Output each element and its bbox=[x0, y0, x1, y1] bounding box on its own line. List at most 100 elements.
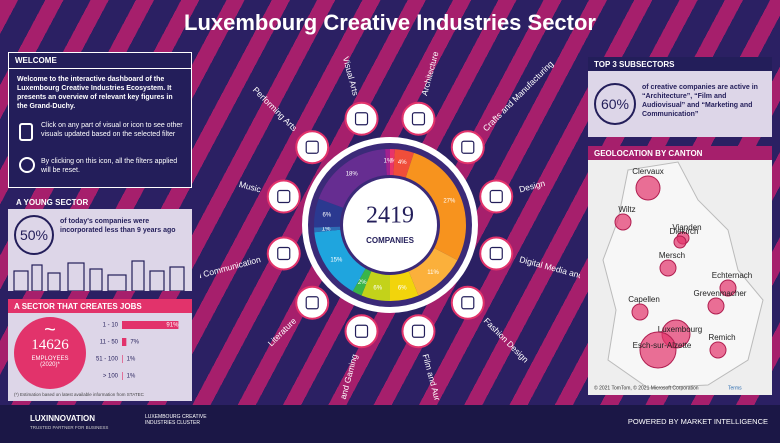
segment-label: 1% bbox=[384, 159, 393, 165]
donut-segment[interactable] bbox=[408, 248, 458, 296]
employees-value: 14626 bbox=[31, 337, 69, 353]
donut-segment[interactable] bbox=[390, 149, 395, 176]
top3-text: of creative companies are active in “Arc… bbox=[642, 84, 758, 118]
panel-heading: GEOLOCATION BY CANTON bbox=[588, 146, 772, 161]
panel-heading: A SECTOR THAT CREATES JOBS bbox=[8, 299, 192, 314]
donut-segment[interactable] bbox=[318, 149, 387, 208]
subsector-label[interactable]: Crafts and Manufacturing bbox=[481, 59, 556, 134]
employees-label: EMPLOYEES (2020)* bbox=[31, 356, 69, 368]
canton-bubble[interactable] bbox=[639, 331, 677, 369]
bar-value-label: 7% bbox=[130, 340, 139, 346]
segment-label: 2% bbox=[358, 280, 367, 286]
center-label: COMPANIES bbox=[366, 236, 415, 245]
donut-segment[interactable] bbox=[314, 226, 341, 233]
subsector-icon[interactable] bbox=[266, 179, 301, 214]
canton-bubble[interactable] bbox=[673, 235, 687, 249]
canton-label: Esch-sur-Alzette bbox=[633, 341, 692, 350]
subsector-label[interactable]: Interactive Media and Gaming bbox=[320, 353, 359, 400]
bar[interactable] bbox=[122, 372, 123, 380]
subsector-label[interactable]: Music bbox=[238, 179, 263, 195]
bar[interactable] bbox=[122, 321, 179, 329]
footnote: (*) Estimation based on latest available… bbox=[14, 392, 144, 397]
footer: LUXINNOVATION TRUSTED PARTNER FOR BUSINE… bbox=[0, 405, 780, 443]
bar-category: 1 - 10 bbox=[103, 323, 119, 329]
footer-brand: LUXINNOVATION bbox=[30, 414, 96, 423]
segment-label: 1% bbox=[322, 227, 331, 233]
reset-icon[interactable] bbox=[19, 157, 35, 173]
canton-label: Remich bbox=[708, 333, 735, 342]
segment-label: 27% bbox=[443, 199, 456, 205]
icon-glyph bbox=[411, 324, 426, 338]
footer-tagline: TRUSTED PARTNER FOR BUSINESS bbox=[30, 425, 109, 430]
subsector-label[interactable]: Digital Media and Publishing bbox=[518, 254, 580, 291]
donut-segment[interactable] bbox=[352, 268, 372, 296]
segment-label: 4% bbox=[398, 160, 407, 166]
segment-label: 18% bbox=[346, 171, 359, 177]
donut-segment[interactable] bbox=[405, 152, 466, 261]
subsector-label[interactable]: Film and Audiovisual bbox=[421, 353, 451, 400]
icon-glyph bbox=[411, 112, 426, 126]
icon-glyph bbox=[305, 140, 319, 154]
canton-bubble[interactable] bbox=[635, 175, 661, 201]
icon-glyph bbox=[461, 140, 475, 154]
subsector-icon[interactable] bbox=[479, 236, 514, 271]
icon-glyph bbox=[277, 246, 291, 261]
subsector-icon[interactable] bbox=[401, 314, 436, 349]
center-value: 2419 bbox=[366, 203, 414, 229]
panel-heading: WELCOME bbox=[9, 53, 191, 69]
map-terms[interactable]: Terms bbox=[728, 385, 742, 391]
segment-label: 6% bbox=[373, 285, 382, 291]
donut-segment[interactable] bbox=[385, 149, 390, 176]
subsector-label[interactable]: Marketing and Communication bbox=[200, 254, 262, 294]
subsector-icon[interactable] bbox=[295, 130, 330, 165]
subsector-icon[interactable] bbox=[450, 130, 485, 165]
canton-bubble[interactable] bbox=[709, 341, 727, 359]
click-hint: Click on any part of visual or icon to s… bbox=[41, 122, 183, 138]
canton-label: Capellen bbox=[628, 295, 660, 304]
canton-label: Diekirch bbox=[670, 227, 699, 236]
jobs-panel: ~ 14626 EMPLOYEES (2020)* 1 - 10 91% 11 - … bbox=[8, 313, 192, 401]
bar[interactable] bbox=[122, 355, 123, 363]
subsector-icon[interactable] bbox=[450, 285, 485, 320]
subsector-icon[interactable] bbox=[266, 236, 301, 271]
icon-glyph bbox=[277, 189, 291, 204]
canton-bubble[interactable] bbox=[614, 213, 632, 231]
bar[interactable] bbox=[122, 338, 127, 346]
donut-segment[interactable] bbox=[390, 271, 419, 301]
young-text: of today's companies were incorporated l… bbox=[60, 218, 176, 234]
subsector-icon[interactable] bbox=[479, 179, 514, 214]
subsector-label[interactable]: Design bbox=[518, 178, 546, 195]
canton-bubble[interactable] bbox=[659, 259, 677, 277]
canton-bubble[interactable] bbox=[707, 297, 725, 315]
donut-center bbox=[343, 178, 437, 272]
bar-value-label: 1% bbox=[127, 374, 136, 380]
canton-label: Vianden bbox=[672, 223, 701, 232]
subsector-icon[interactable] bbox=[344, 101, 379, 136]
donut-segment[interactable] bbox=[314, 229, 366, 292]
subsector-donut: 1% 4%27%11%6%6%2%15%1%6%18%1%2419COMPANIE… bbox=[200, 50, 580, 400]
subsector-label[interactable]: Performing Arts bbox=[251, 85, 299, 133]
subsector-label[interactable]: Visual Arts bbox=[341, 55, 361, 96]
donut-segment[interactable] bbox=[314, 198, 344, 228]
subsector-icon[interactable] bbox=[344, 314, 379, 349]
icon-glyph bbox=[354, 324, 369, 338]
canton-bubble[interactable] bbox=[719, 279, 737, 297]
segment-label: 6% bbox=[322, 212, 331, 218]
welcome-panel: WELCOME Welcome to the interactive dashb… bbox=[8, 52, 192, 188]
segment-label: 1% bbox=[388, 159, 397, 165]
canton-label: Mersch bbox=[659, 251, 685, 260]
bar-category: 11 - 50 bbox=[100, 340, 119, 346]
canton-bubble[interactable] bbox=[631, 303, 649, 321]
subsector-label[interactable]: Literature bbox=[266, 316, 299, 349]
canton-label: Wiltz bbox=[618, 205, 635, 214]
donut-segment[interactable] bbox=[393, 149, 414, 178]
subsector-icon[interactable] bbox=[295, 285, 330, 320]
subsector-label[interactable]: Architecture bbox=[419, 50, 440, 97]
employees-badge: ~ 14626 EMPLOYEES (2020)* bbox=[14, 317, 86, 389]
canton-label: Clervaux bbox=[632, 167, 664, 176]
donut-segment[interactable] bbox=[361, 271, 390, 301]
subsector-icon[interactable] bbox=[401, 101, 436, 136]
subsector-label[interactable]: Fashion Design bbox=[482, 316, 531, 365]
icon-glyph bbox=[305, 296, 319, 310]
bar-value-label: 1% bbox=[127, 357, 136, 363]
